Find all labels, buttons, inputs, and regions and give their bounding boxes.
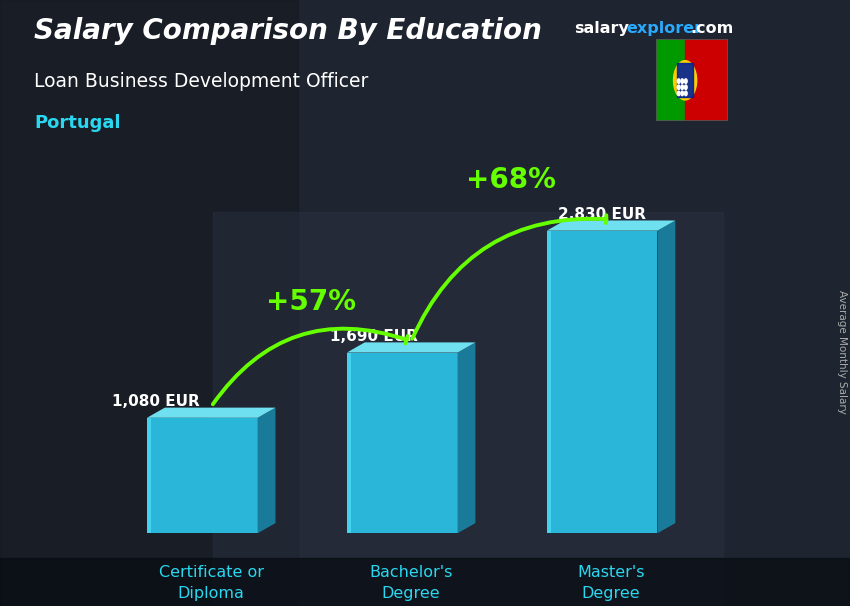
Text: 2,830 EUR: 2,830 EUR	[558, 207, 646, 222]
Text: Certificate or
Diploma: Certificate or Diploma	[159, 565, 264, 601]
Text: Average Monthly Salary: Average Monthly Salary	[837, 290, 847, 413]
Polygon shape	[258, 408, 275, 533]
Bar	[547, 231, 552, 533]
Circle shape	[677, 79, 680, 84]
Bar	[547, 231, 657, 533]
Bar	[677, 63, 693, 96]
Polygon shape	[0, 0, 298, 606]
Polygon shape	[347, 342, 475, 353]
Text: explorer: explorer	[626, 21, 703, 36]
Circle shape	[677, 91, 680, 96]
Polygon shape	[547, 221, 675, 231]
Bar	[347, 353, 351, 533]
Text: Master's
Degree: Master's Degree	[577, 565, 645, 601]
Polygon shape	[0, 558, 850, 606]
Circle shape	[681, 85, 683, 90]
Circle shape	[684, 85, 687, 90]
Circle shape	[684, 91, 687, 96]
Bar	[685, 39, 728, 121]
Text: 1,690 EUR: 1,690 EUR	[330, 329, 417, 344]
Circle shape	[681, 91, 683, 96]
Bar	[147, 418, 151, 533]
Text: Salary Comparison By Education: Salary Comparison By Education	[34, 17, 542, 45]
Circle shape	[681, 79, 683, 84]
Text: 1,080 EUR: 1,080 EUR	[112, 395, 200, 409]
Bar	[656, 39, 685, 121]
Text: +57%: +57%	[266, 288, 356, 316]
Polygon shape	[147, 408, 275, 418]
Polygon shape	[212, 212, 722, 606]
Circle shape	[684, 79, 687, 84]
Circle shape	[677, 85, 680, 90]
Text: salary: salary	[574, 21, 629, 36]
Text: +68%: +68%	[466, 166, 556, 194]
Text: Bachelor's
Degree: Bachelor's Degree	[370, 565, 453, 601]
Polygon shape	[457, 342, 475, 533]
Bar	[347, 353, 457, 533]
Text: Portugal: Portugal	[34, 114, 121, 132]
Text: .com: .com	[690, 21, 734, 36]
Text: Loan Business Development Officer: Loan Business Development Officer	[34, 72, 368, 90]
Circle shape	[673, 61, 697, 100]
Polygon shape	[657, 221, 675, 533]
Bar	[147, 418, 258, 533]
